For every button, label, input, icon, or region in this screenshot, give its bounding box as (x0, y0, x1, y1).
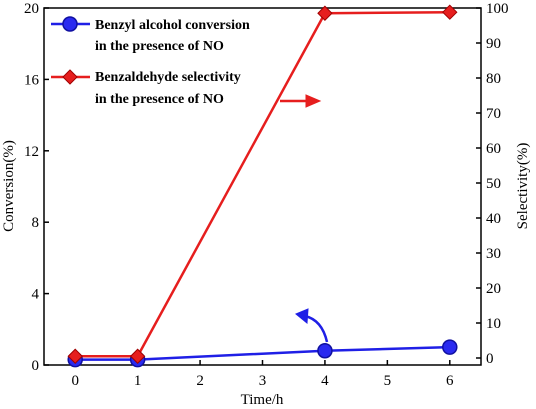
selectivity-point (442, 4, 458, 20)
left-tick-label: 12 (24, 144, 39, 160)
conversion-point (442, 339, 458, 355)
legend: Benzyl alcohol conversion in the presenc… (51, 16, 250, 107)
right-tick-label: 90 (486, 36, 501, 52)
conversion-arrowhead (295, 308, 309, 324)
x-tick-label: 2 (196, 373, 204, 389)
series-line-1 (75, 10, 450, 358)
x-axis-title: Time/h (241, 392, 284, 408)
right-tick-label: 30 (486, 246, 501, 262)
x-tick-label: 3 (259, 373, 267, 389)
x-tick-label: 4 (321, 373, 329, 389)
right-tick-label: 60 (486, 141, 501, 157)
left-tick-label: 16 (24, 72, 40, 88)
right-tick-label: 20 (486, 281, 501, 297)
left-axis-title: Conversion(%) (1, 140, 17, 232)
selectivity-point (129, 348, 146, 364)
left-tick-label: 0 (32, 358, 40, 374)
series-lines (75, 10, 450, 361)
right-tick-label: 0 (486, 351, 494, 367)
legend-label-conversion-line1: Benzyl alcohol conversion (95, 18, 250, 33)
left-tick-label: 8 (32, 215, 40, 231)
right-tick-label: 80 (486, 71, 501, 87)
left-tick-label: 20 (24, 1, 39, 17)
legend-item-selectivity: Benzaldehyde selectivity in the presence… (51, 69, 241, 107)
x-tick-label: 5 (384, 373, 392, 389)
series-line-0 (75, 345, 450, 361)
x-tick-label: 1 (134, 373, 142, 389)
legend-marker-selectivity (62, 69, 78, 85)
left-tick-label: 4 (32, 287, 40, 303)
plot-frame (43, 7, 482, 366)
right-tick-label: 40 (486, 211, 501, 227)
x-tick-label: 0 (71, 373, 79, 389)
series-arrows (280, 94, 329, 343)
legend-label-conversion-line2: in the presence of NO (95, 39, 224, 54)
conversion-arrow (304, 314, 329, 343)
conversion-point (317, 342, 333, 359)
right-tick-label: 50 (486, 176, 501, 192)
legend-label-selectivity-line1: Benzaldehyde selectivity (95, 70, 241, 85)
right-tick-label: 10 (486, 316, 501, 332)
right-axis-title: Selectivity(%) (515, 143, 531, 230)
legend-label-selectivity-line2: in the presence of NO (95, 92, 224, 107)
series-markers (67, 4, 458, 368)
selectivity-point (317, 5, 333, 21)
legend-item-conversion: Benzyl alcohol conversion in the presenc… (51, 16, 250, 54)
legend-marker-conversion (62, 16, 78, 32)
right-tick-label: 100 (486, 1, 509, 17)
x-tick-label: 6 (446, 373, 454, 389)
right-tick-label: 70 (486, 106, 501, 122)
selectivity-point (67, 348, 83, 364)
selectivity-arrowhead (305, 94, 322, 108)
